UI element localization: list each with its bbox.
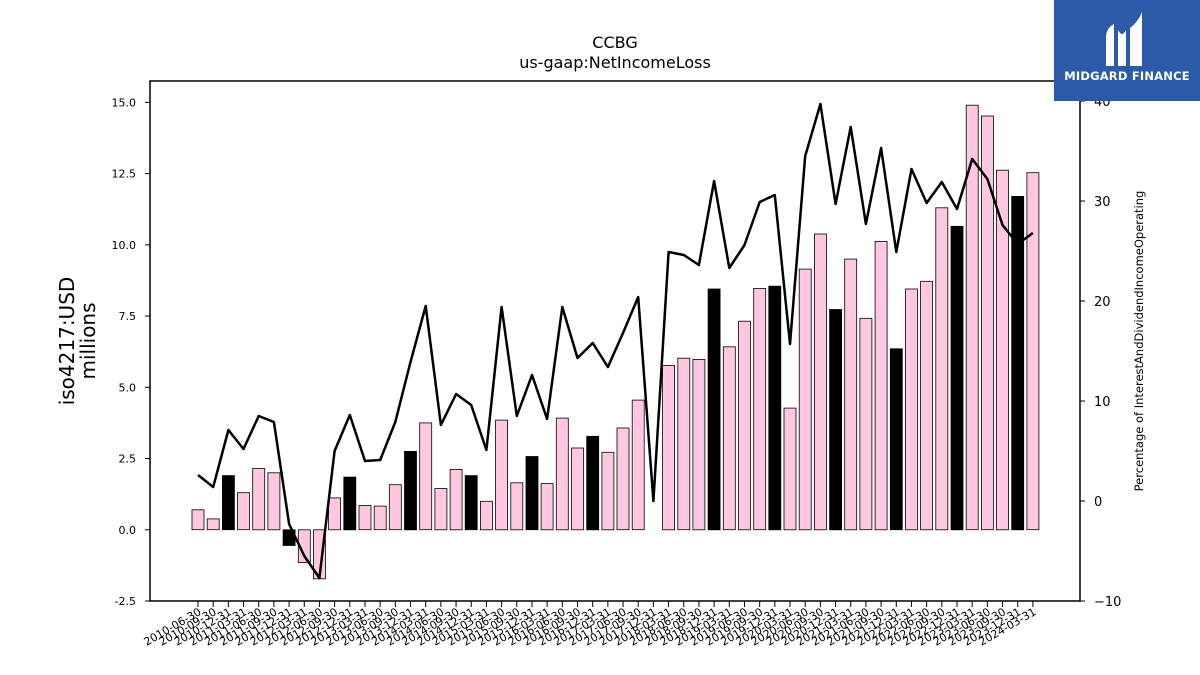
bar-2013-12-31	[404, 450, 417, 531]
chart-subtitle: us-gaap:NetIncomeLoss	[519, 53, 711, 72]
bar-group	[191, 104, 1040, 580]
y2-tick-label: 0	[1094, 495, 1102, 510]
y2-tick-label: 30	[1094, 195, 1111, 210]
bar-2017-09-30	[631, 399, 645, 531]
bar-2015-09-30	[510, 482, 524, 531]
bar-2021-12-31	[889, 348, 903, 531]
bar-2010-06-30	[191, 509, 205, 531]
bar-2016-03-31	[540, 483, 554, 531]
bar-2022-09-30	[935, 207, 949, 531]
bar-2020-06-30	[798, 268, 812, 531]
line-group	[197, 102, 1034, 580]
y-tick-label: 0.0	[119, 524, 137, 537]
y2-tick-label: 20	[1094, 295, 1111, 310]
bar-2018-06-30	[677, 357, 691, 531]
y-tick-label: 7.5	[119, 310, 137, 323]
bar-2022-03-31	[905, 288, 918, 531]
bar-2019-09-30	[753, 287, 767, 531]
y-tick-label: 5.0	[119, 381, 137, 394]
bar-2017-03-31	[601, 451, 615, 531]
bar-2010-12-31	[221, 475, 235, 531]
bar-2011-09-30	[267, 472, 281, 531]
y-tick-label: 15.0	[112, 96, 137, 109]
y-tick-label: -2.5	[115, 595, 136, 608]
bar-2019-06-30	[738, 320, 751, 531]
y2-axis-label: Percentage of InterestAndDividendIncomeO…	[1132, 191, 1146, 492]
x-axis-ticks: 2010-06-302010-09-302010-12-312011-03-31…	[142, 601, 1038, 649]
bar-2021-06-30	[859, 317, 873, 531]
bar-2013-09-30	[388, 484, 402, 531]
bar-2024-03-31	[1026, 172, 1040, 531]
bar-2022-12-31	[950, 225, 964, 531]
bar-2021-09-30	[874, 240, 888, 531]
bar-2020-12-31	[829, 309, 842, 531]
y-tick-label: 10.0	[112, 239, 137, 252]
bar-2020-09-30	[814, 233, 827, 531]
bar-2016-12-31	[586, 435, 600, 531]
midgard-logo-icon	[1106, 12, 1142, 66]
bar-2015-03-31	[479, 500, 493, 531]
y2-tick-label: 10	[1094, 395, 1111, 410]
y-axis-label: iso4217:USDmillions	[55, 277, 100, 406]
bar-2023-12-31	[1011, 195, 1025, 531]
bar-2020-03-31	[783, 407, 797, 531]
bar-2013-03-31	[358, 505, 372, 531]
line-series	[197, 102, 1034, 580]
bar-2018-12-31	[707, 288, 721, 531]
bar-2012-09-30	[328, 497, 342, 531]
bar-2011-06-30	[252, 468, 266, 531]
bar-2018-03-31	[662, 364, 675, 531]
bar-2023-03-31	[965, 104, 979, 531]
bar-2016-06-30	[555, 417, 569, 531]
bar-2019-12-31	[768, 285, 782, 531]
logo-text: MIDGARD FINANCE	[1064, 69, 1190, 83]
bar-2012-12-31	[343, 476, 357, 531]
bar-2023-06-30	[981, 115, 994, 531]
plot-frame	[149, 80, 1081, 602]
chart-title: CCBG	[592, 33, 637, 52]
bar-2010-09-30	[206, 518, 220, 531]
bar-2014-12-31	[464, 475, 478, 531]
bar-2022-06-30	[920, 280, 933, 531]
bar-2017-06-30	[616, 427, 630, 531]
bar-2021-03-31	[844, 258, 858, 531]
bar-2013-06-30	[373, 505, 387, 531]
left-axis-ticks: -2.5 0.0 2.5 5.0 7.5 10.0 12.5 15.0	[112, 96, 150, 608]
brand-logo: MIDGARD FINANCE	[1054, 0, 1200, 101]
y2-tick-label: −10	[1094, 595, 1121, 610]
bar-2015-06-30	[495, 419, 509, 531]
bar-2014-06-30	[434, 488, 448, 531]
y-tick-label: 12.5	[112, 168, 137, 181]
bar-2018-09-30	[692, 358, 706, 531]
bar-2016-09-30	[571, 447, 584, 531]
bar-2019-03-31	[722, 346, 736, 531]
y-tick-label: 2.5	[119, 453, 137, 466]
bar-2011-03-31	[237, 492, 250, 531]
bar-2014-09-30	[449, 468, 463, 531]
bar-2023-09-30	[996, 169, 1009, 531]
bar-2014-03-31	[419, 422, 433, 531]
bar-2015-12-31	[525, 456, 539, 531]
